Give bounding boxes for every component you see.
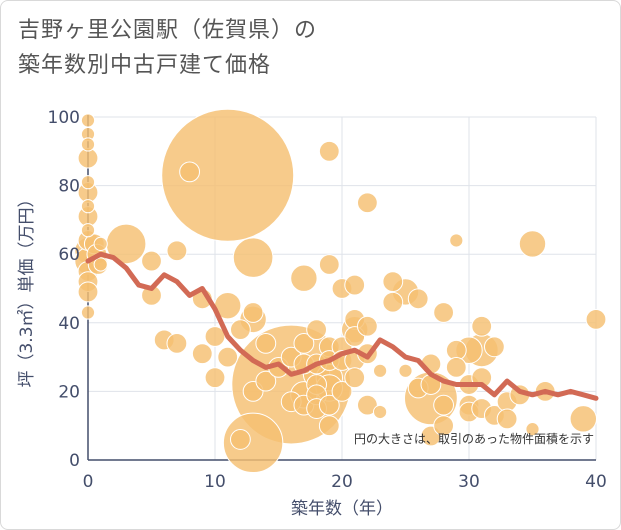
y-tick-label: 20 xyxy=(58,382,80,402)
trend-line xyxy=(85,251,599,401)
data-bubble xyxy=(166,240,188,262)
data-bubble xyxy=(357,192,378,214)
data-bubble xyxy=(232,237,274,278)
data-bubble xyxy=(80,175,96,190)
data-bubble xyxy=(357,315,378,337)
data-bubble xyxy=(373,404,388,420)
data-bubble xyxy=(93,257,108,272)
data-bubble xyxy=(80,113,96,128)
data-bubble xyxy=(255,332,277,354)
data-bubble xyxy=(484,336,505,358)
data-bubble xyxy=(433,302,455,323)
data-bubble xyxy=(433,415,455,437)
data-bubble xyxy=(569,405,597,433)
x-tick-label: 20 xyxy=(331,472,353,492)
data-bubble xyxy=(585,308,607,330)
data-bubble xyxy=(306,319,328,341)
chart-title: 吉野ヶ里公園駅（佐賀県）の 築年数別中古戸建て価格 xyxy=(18,13,317,83)
tick-labels: 0 10 20 30 40 0 20 40 60 80 100 xyxy=(48,108,607,492)
data-bubble xyxy=(449,233,464,248)
data-bubble xyxy=(217,346,239,368)
y-tick-label: 60 xyxy=(58,245,80,265)
data-bubble xyxy=(293,332,315,354)
x-tick-label: 30 xyxy=(458,472,480,492)
data-bubble xyxy=(242,302,264,323)
data-bubble xyxy=(357,394,378,416)
data-bubble xyxy=(80,199,96,214)
data-bubble xyxy=(290,264,318,292)
data-bubble xyxy=(80,137,96,152)
data-bubble xyxy=(445,356,467,378)
data-bubble xyxy=(398,363,413,378)
data-bubble xyxy=(80,305,96,320)
data-bubble xyxy=(318,254,340,275)
chart-title-line-1: 吉野ヶ里公園駅（佐賀県）の xyxy=(18,18,318,43)
y-tick-label: 80 xyxy=(58,177,80,197)
x-tick-label: 0 xyxy=(83,472,94,492)
data-bubble xyxy=(331,381,353,402)
data-bubble xyxy=(344,367,366,389)
data-bubble xyxy=(230,429,251,450)
x-tick-label: 10 xyxy=(204,472,226,492)
data-bubble xyxy=(191,343,213,365)
data-bubble xyxy=(93,236,108,252)
data-bubble xyxy=(230,319,251,341)
y-axis-label: 坪（3.3㎡）単価（万円） xyxy=(17,190,37,387)
data-bubble xyxy=(525,422,540,437)
data-bubble xyxy=(204,367,226,389)
data-bubble xyxy=(407,288,429,310)
y-tick-label: 100 xyxy=(48,108,80,128)
data-bubble xyxy=(77,281,99,303)
y-tick-label: 0 xyxy=(69,451,80,471)
data-bubble xyxy=(318,394,340,416)
data-bubble xyxy=(204,326,226,347)
data-bubble xyxy=(255,370,277,392)
data-bubble xyxy=(373,363,388,378)
data-bubble xyxy=(496,408,518,430)
data-bubble xyxy=(518,230,547,258)
y-tick-label: 40 xyxy=(58,314,80,334)
data-bubble xyxy=(382,291,404,313)
data-bubble xyxy=(80,223,96,238)
data-bubble xyxy=(141,250,162,272)
bubble-series xyxy=(74,108,607,474)
data-bubble xyxy=(433,394,455,416)
size-note: 円の大きさは、取引のあった物件面積を示す xyxy=(354,431,594,446)
data-bubble xyxy=(382,271,404,293)
data-bubble xyxy=(344,274,366,296)
data-bubble xyxy=(161,108,295,242)
chart-title-line-2: 築年数別中古戸建て価格 xyxy=(18,53,272,78)
data-bubble xyxy=(166,332,188,354)
data-bubble xyxy=(222,412,284,474)
x-tick-label: 40 xyxy=(585,472,607,492)
data-bubble xyxy=(318,415,340,437)
data-bubble xyxy=(318,140,340,162)
data-bubble xyxy=(179,161,201,183)
x-axis-label: 築年数（年） xyxy=(291,499,393,519)
data-bubble xyxy=(471,315,493,337)
